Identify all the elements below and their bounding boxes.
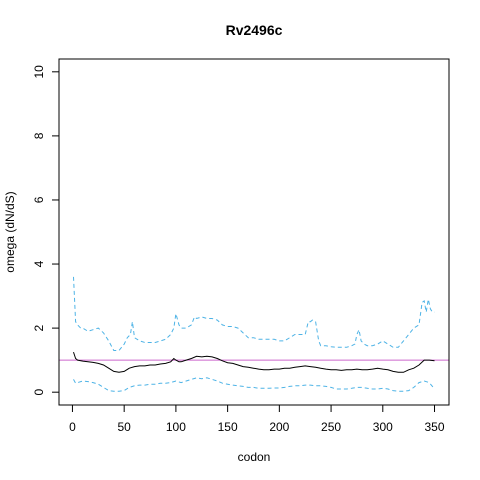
y-tick-label: 8	[32, 132, 46, 139]
chart-title: Rv2496c	[226, 22, 283, 38]
x-tick-label: 350	[425, 420, 445, 434]
x-tick-label: 50	[117, 420, 131, 434]
y-tick-label: 2	[32, 324, 46, 331]
y-tick-label: 4	[32, 260, 46, 267]
series-line-upper	[73, 276, 435, 351]
axes-layer: 0 50 100 150 200 250 300 350 0 2 4 6 8 10	[32, 65, 445, 434]
y-tick-label: 6	[32, 196, 46, 203]
y-tick-label: 0	[32, 389, 46, 396]
x-tick-label: 0	[69, 420, 76, 434]
series-line-lower	[73, 377, 435, 392]
x-tick-label: 100	[166, 420, 186, 434]
y-axis-label: omega (dN/dS)	[3, 191, 17, 272]
x-axis-label: codon	[238, 450, 271, 464]
x-tick-label: 300	[373, 420, 393, 434]
y-tick-label: 10	[32, 65, 46, 79]
x-tick-label: 150	[218, 420, 238, 434]
plot-frame	[58, 58, 450, 406]
x-tick-label: 200	[269, 420, 289, 434]
x-tick-label: 250	[321, 420, 341, 434]
series-layer	[59, 276, 449, 392]
series-line-estimate	[73, 351, 435, 373]
